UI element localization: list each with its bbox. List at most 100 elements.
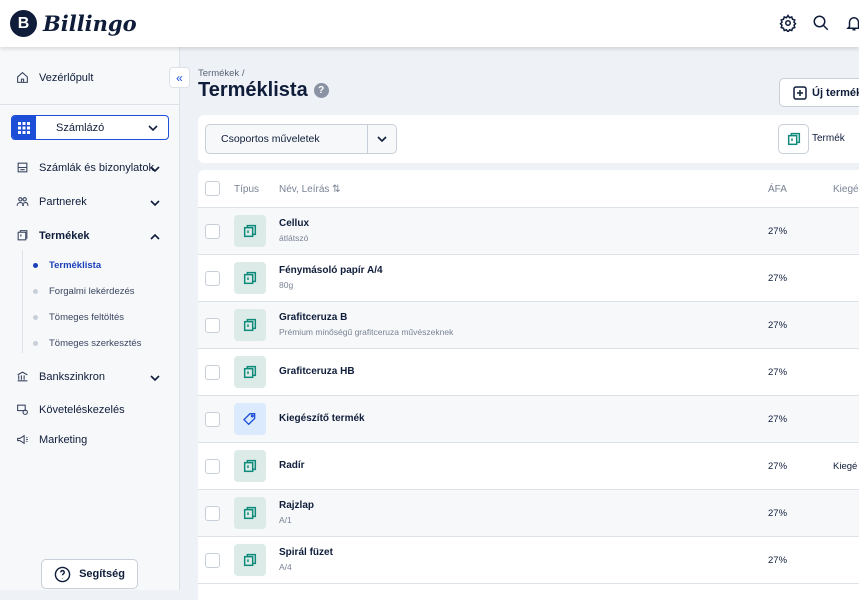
help-label: Segítség <box>79 568 125 580</box>
help-tooltip-icon[interactable]: ? <box>313 83 329 98</box>
product-name[interactable]: Spirál füzet <box>279 547 333 558</box>
chevron-down-icon[interactable] <box>150 198 160 208</box>
product-extra: Kiegé <box>833 461 858 472</box>
sidebar-subitem-product-list[interactable]: Terméklista <box>33 260 102 271</box>
sidebar-subitem-turnover[interactable]: Forgalmi lekérdezés <box>33 286 135 297</box>
box-icon <box>787 132 800 146</box>
row-checkbox[interactable] <box>205 459 220 474</box>
sidebar-item-dashboard[interactable]: Vezérlőpult <box>16 71 93 84</box>
sidebar-item-partners[interactable]: Partnerek <box>16 195 87 208</box>
sidebar-item-label: Követeléskezelés <box>39 403 125 416</box>
debt-icon <box>17 404 28 415</box>
box-icon <box>234 262 266 294</box>
sidebar-item-bank-sync[interactable]: Bankszinkron <box>16 370 105 383</box>
product-table: Típus Név, Leírás ⇅ ÁFA Kiegé Cellux átl… <box>198 170 859 600</box>
table-row[interactable]: Grafitceruza B Prémium minőségű grafitce… <box>198 302 859 349</box>
row-checkbox[interactable] <box>205 506 220 521</box>
product-name[interactable]: Grafitceruza HB <box>279 366 355 377</box>
sidebar-item-marketing[interactable]: Marketing <box>16 433 87 446</box>
module-selector[interactable]: Számlázó <box>11 115 169 140</box>
product-name[interactable]: Fénymásoló papír A/4 <box>279 265 383 276</box>
select-all-checkbox[interactable] <box>205 181 220 196</box>
new-product-button[interactable]: Új termék <box>779 78 859 107</box>
plus-square-icon <box>793 85 807 100</box>
row-checkbox[interactable] <box>205 318 220 333</box>
row-checkbox[interactable] <box>205 271 220 286</box>
product-vat: 27% <box>768 320 788 331</box>
column-vat: ÁFA <box>768 184 787 195</box>
page-title-text: Terméklista <box>198 79 308 101</box>
gear-icon[interactable] <box>779 14 797 32</box>
row-checkbox[interactable] <box>205 412 220 427</box>
sidebar-item-label: Számlák és bizonylatok <box>39 161 154 174</box>
chevron-down-icon[interactable] <box>367 125 396 153</box>
product-type-filter-label: Termék <box>812 133 845 144</box>
product-vat: 27% <box>768 508 788 519</box>
sidebar-item-label: Vezérlőpult <box>39 71 94 84</box>
sidebar-item-products[interactable]: Termékek <box>16 229 90 242</box>
help-button[interactable]: Segítség <box>41 559 138 589</box>
bulk-actions-label: Csoportos műveletek <box>221 133 320 145</box>
table-row[interactable]: Radír 27% Kiegé <box>198 443 859 490</box>
product-name[interactable]: Kiegészítő termék <box>279 413 365 424</box>
product-vat: 27% <box>768 461 788 472</box>
table-row[interactable]: Cellux átlátszó 27% <box>198 208 859 255</box>
apps-grid-icon <box>12 116 36 139</box>
collapse-sidebar-button[interactable]: « <box>169 67 190 88</box>
column-name-sort[interactable]: Név, Leírás ⇅ <box>279 184 341 195</box>
partners-icon <box>16 197 29 206</box>
toolbar: Csoportos műveletek Termék <box>198 115 859 163</box>
box-icon <box>234 356 266 388</box>
row-checkbox[interactable] <box>205 553 220 568</box>
product-name[interactable]: Cellux <box>279 218 310 229</box>
home-icon <box>17 71 28 83</box>
megaphone-icon <box>17 434 28 445</box>
chevron-up-icon[interactable] <box>150 232 160 242</box>
sidebar-item-label: Marketing <box>39 433 88 446</box>
product-name[interactable]: Rajzlap <box>279 500 315 511</box>
row-checkbox[interactable] <box>205 224 220 239</box>
sidebar-item-invoices[interactable]: Számlák és bizonylatok <box>16 161 154 174</box>
sidebar-subitem-label: Tömeges szerkesztés <box>49 338 142 349</box>
logo-mark: B <box>10 10 37 37</box>
sidebar-subitem-bulk-upload[interactable]: Tömeges feltöltés <box>33 312 124 323</box>
product-type-filter-button[interactable] <box>778 124 809 154</box>
chevron-down-icon[interactable] <box>150 373 160 383</box>
sidebar-subitem-label: Tömeges feltöltés <box>49 312 124 323</box>
box-icon <box>234 215 266 247</box>
page-title: Terméklista ? <box>198 79 329 102</box>
table-row[interactable]: Kiegészítő termék 27% <box>198 396 859 443</box>
sidebar-item-label: Partnerek <box>39 195 87 208</box>
module-selector-label: Számlázó <box>56 121 105 134</box>
breadcrumb[interactable]: Termékek / <box>198 68 245 79</box>
top-bar: B Billingo <box>0 0 859 47</box>
chevron-down-icon[interactable] <box>150 164 160 174</box>
product-vat: 27% <box>768 367 788 378</box>
box-icon <box>234 450 266 482</box>
bullet <box>33 289 38 294</box>
bell-icon[interactable] <box>845 14 859 32</box>
sidebar-item-debt-collection[interactable]: Követeléskezelés <box>16 403 125 416</box>
table-row[interactable]: Fénymásoló papír A/4 80g 27% <box>198 255 859 302</box>
table-row[interactable]: Rajzlap A/1 27% <box>198 490 859 537</box>
search-icon[interactable] <box>812 14 830 32</box>
products-icon <box>17 230 28 241</box>
logo[interactable]: B Billingo <box>10 10 137 37</box>
column-extra: Kiegé <box>833 184 859 195</box>
table-row[interactable]: Spirál füzet A/4 27% <box>198 537 859 584</box>
tag-icon <box>234 403 266 435</box>
product-name[interactable]: Radír <box>279 460 305 471</box>
sidebar-subitem-label: Terméklista <box>49 260 102 271</box>
sidebar-subitem-bulk-edit[interactable]: Tömeges szerkesztés <box>33 338 142 349</box>
product-vat: 27% <box>768 273 788 284</box>
bullet <box>33 341 38 346</box>
row-checkbox[interactable] <box>205 365 220 380</box>
bulk-actions-select[interactable]: Csoportos műveletek <box>205 124 397 154</box>
question-icon <box>54 566 71 582</box>
product-description: A/4 <box>279 562 292 572</box>
new-product-label: Új termék <box>812 86 859 99</box>
table-body: Cellux átlátszó 27% Fénymásoló papír A/4… <box>198 208 859 584</box>
table-row[interactable]: Grafitceruza HB 27% <box>198 349 859 396</box>
product-name[interactable]: Grafitceruza B <box>279 312 348 323</box>
product-description: A/1 <box>279 515 292 525</box>
